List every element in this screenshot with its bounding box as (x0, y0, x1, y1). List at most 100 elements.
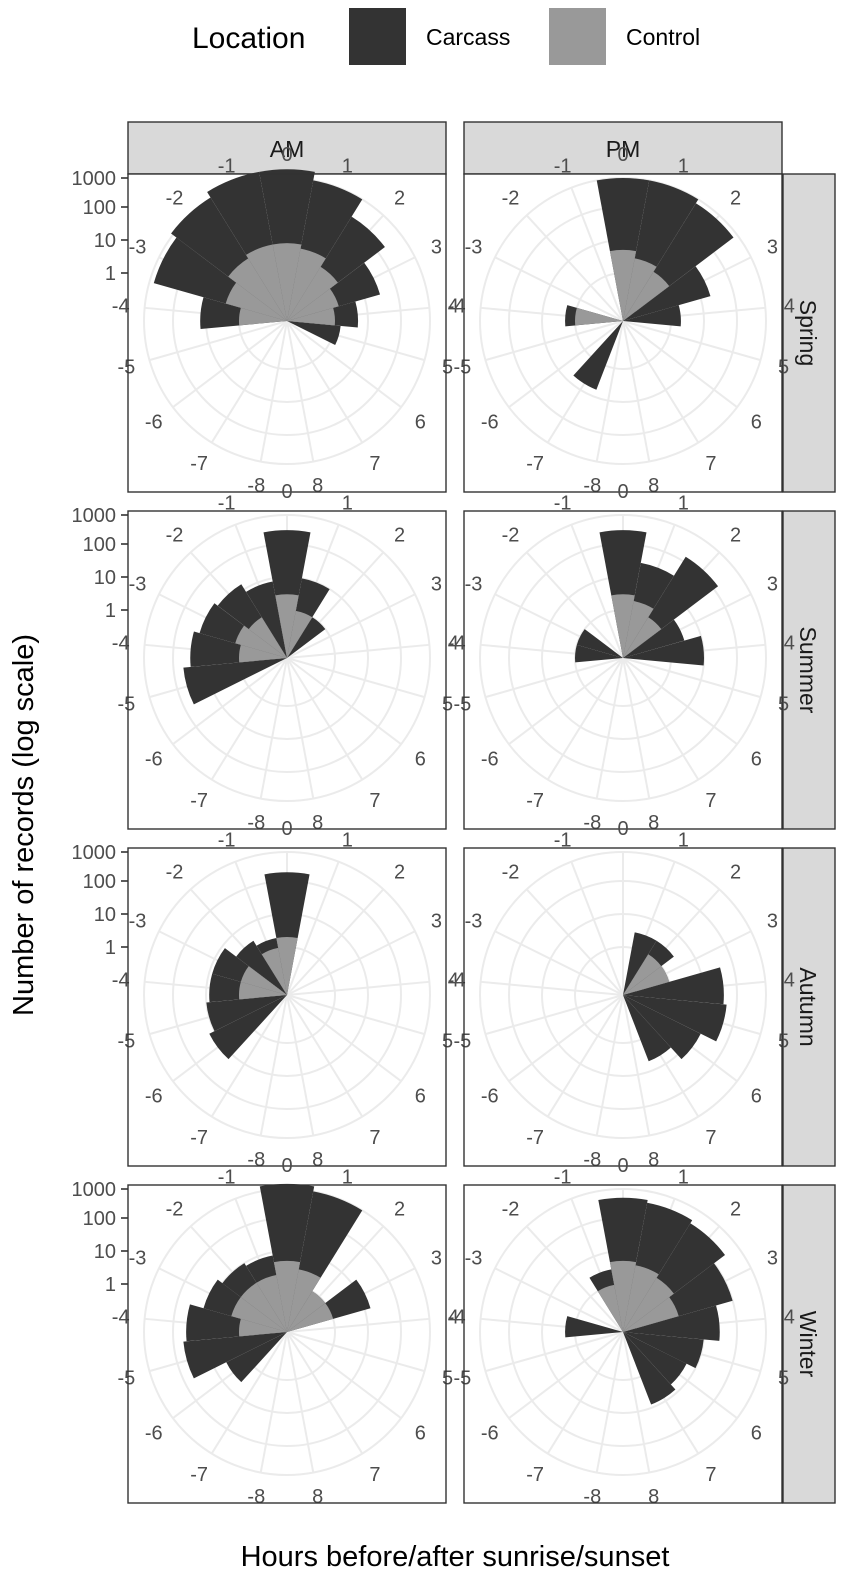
bar-carcass-hour--6 (226, 1332, 287, 1383)
hour-label: 0 (617, 818, 628, 840)
grid-spoke (595, 657, 624, 799)
hour-label: -4 (112, 970, 130, 992)
grid-spoke (286, 320, 364, 444)
hour-label: -6 (145, 1086, 163, 1108)
grid-spoke (286, 888, 385, 996)
bar-carcass-hour--6 (209, 995, 287, 1060)
hour-label: -4 (448, 633, 466, 655)
hour-label: 3 (431, 1248, 442, 1270)
grid-spoke (525, 551, 624, 659)
bar-control-hour-4 (287, 307, 336, 326)
hour-label: 3 (767, 237, 778, 259)
hour-label: 2 (730, 1199, 741, 1221)
grid-spoke (210, 1331, 288, 1455)
grid-spoke (286, 1331, 364, 1455)
grid-spoke (286, 994, 425, 1036)
radial-tick-label: 1 (105, 600, 116, 622)
hour-label: -7 (190, 790, 208, 812)
hour-label: 5 (778, 694, 789, 716)
grid-spoke (622, 320, 738, 408)
bar-carcass-hour-4 (623, 967, 724, 1005)
panel-summer-am: 0 1 2 3 4 5 6 7 8 -8 -7 -6 -5 -4 -3 -2 -1 1 10 100 1000 (72, 481, 459, 834)
grid-spoke (485, 994, 624, 1036)
bar-carcass-hour-7 (623, 1332, 676, 1405)
grid-spoke (286, 657, 364, 781)
bar-control-hour-3 (287, 1303, 334, 1332)
grid-spoke (286, 320, 315, 462)
bar-control-hour--2 (228, 258, 287, 321)
grid-spoke (259, 994, 288, 1136)
bar-control-hour-1 (623, 1265, 659, 1332)
hour-label: 8 (312, 1149, 323, 1171)
bar-carcass-hour-0 (264, 872, 310, 995)
grid-spoke (172, 320, 288, 408)
panel-spring-am: 0 1 2 3 4 5 6 7 8 -8 -7 -6 -5 -4 -3 -2 -1 1 10 100 1000 (72, 144, 459, 497)
x-axis-title: Hours before/after sunrise/sunset (241, 1541, 670, 1573)
hour-label: 1 (678, 1166, 689, 1188)
hour-label: -7 (526, 453, 544, 475)
bar-control-hour-2 (623, 617, 662, 658)
hour-label: -6 (145, 1423, 163, 1445)
grid-spoke (286, 1331, 425, 1373)
grid-spoke (210, 657, 288, 781)
hour-label: 6 (415, 1423, 426, 1445)
grid-spoke (622, 1331, 651, 1473)
grid-spoke (570, 861, 624, 996)
grid-spoke (508, 657, 624, 745)
hour-label: 5 (442, 357, 453, 379)
hour-label: -5 (453, 357, 471, 379)
hour-label: 0 (617, 1155, 628, 1177)
hour-label: -1 (554, 1166, 572, 1188)
bar-carcass-hour--5 (183, 1332, 287, 1379)
bar-control-hour--1 (256, 1275, 287, 1332)
hour-label: 4 (784, 633, 795, 655)
hour-label: -1 (218, 829, 236, 851)
grid-spoke (494, 930, 624, 996)
hour-label: -3 (465, 574, 483, 596)
hour-label: -2 (502, 525, 520, 547)
grid-spoke (622, 994, 651, 1136)
bar-control-hour--3 (235, 625, 287, 658)
hour-label: 8 (312, 812, 323, 834)
hour-label: -2 (166, 862, 184, 884)
row-strip-winter: Winter (782, 1184, 836, 1504)
panel-spring-pm: 0 1 2 3 4 5 6 7 8 -8 -7 -6 -5 -4 -3 -2 -1 (448, 144, 795, 497)
grid-spoke (485, 657, 624, 699)
hour-label: -1 (554, 492, 572, 514)
hour-label: 2 (394, 1199, 405, 1221)
hour-label: -3 (129, 911, 147, 933)
grid-spoke (622, 320, 700, 444)
bar-control-hour-2 (287, 1291, 326, 1332)
hour-label: 0 (617, 481, 628, 503)
bar-carcass-hour--3 (576, 629, 623, 658)
bar-control-hour-0 (272, 243, 302, 321)
hour-label: 2 (730, 862, 741, 884)
grid-spoke (286, 994, 315, 1136)
grid-spoke (494, 256, 624, 322)
hour-label: -4 (112, 296, 130, 318)
radial-tick-label: 10 (94, 904, 116, 926)
hour-label: -5 (117, 694, 135, 716)
grid-spoke (286, 593, 416, 659)
hour-label: 8 (648, 475, 659, 497)
bar-carcass-hour-6 (623, 995, 701, 1060)
bar-control-hour-3 (287, 288, 339, 321)
hour-label: 7 (369, 790, 380, 812)
bar-control-hour-0 (275, 594, 299, 658)
bar-carcass-hour-3 (623, 266, 711, 321)
hour-label: -3 (465, 237, 483, 259)
hour-label: 5 (778, 1368, 789, 1390)
hour-label: 1 (342, 155, 353, 177)
column-strip-pm: PM (463, 121, 783, 175)
hour-label: -5 (453, 694, 471, 716)
radial-tick-label: 100 (83, 1208, 116, 1230)
bar-control-hour--4 (238, 307, 287, 326)
hour-label: -8 (583, 475, 601, 497)
bar-carcass-hour-0 (263, 530, 311, 658)
panel-summer-pm: 0 1 2 3 4 5 6 7 8 -8 -7 -6 -5 -4 -3 -2 -1 (448, 481, 795, 834)
hour-label: -7 (190, 1127, 208, 1149)
panel-autumn-pm: 0 1 2 3 4 5 6 7 8 -8 -7 -6 -5 -4 -3 -2 -1 (448, 818, 795, 1171)
grid-spoke (622, 657, 761, 699)
hour-label: 0 (281, 481, 292, 503)
